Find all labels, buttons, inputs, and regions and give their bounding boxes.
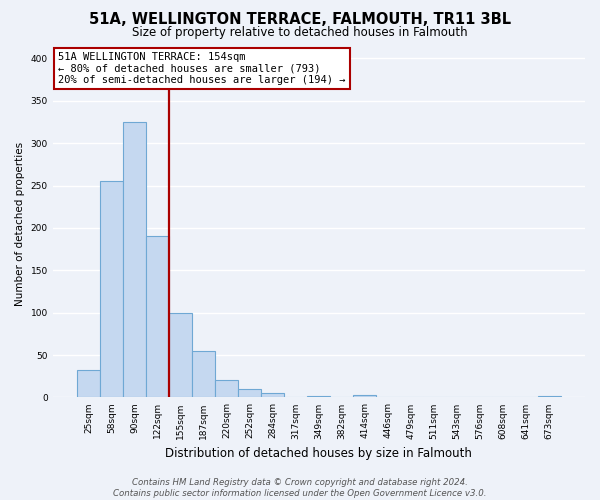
Bar — [353, 395, 376, 398]
Bar — [169, 312, 192, 398]
Y-axis label: Number of detached properties: Number of detached properties — [15, 142, 25, 306]
Bar — [307, 396, 331, 398]
X-axis label: Distribution of detached houses by size in Falmouth: Distribution of detached houses by size … — [166, 447, 472, 460]
Bar — [77, 370, 100, 398]
Bar — [215, 380, 238, 398]
Bar — [146, 236, 169, 398]
Text: 51A, WELLINGTON TERRACE, FALMOUTH, TR11 3BL: 51A, WELLINGTON TERRACE, FALMOUTH, TR11 … — [89, 12, 511, 28]
Bar — [261, 393, 284, 398]
Bar — [192, 351, 215, 398]
Text: Size of property relative to detached houses in Falmouth: Size of property relative to detached ho… — [132, 26, 468, 39]
Text: 51A WELLINGTON TERRACE: 154sqm
← 80% of detached houses are smaller (793)
20% of: 51A WELLINGTON TERRACE: 154sqm ← 80% of … — [58, 52, 346, 85]
Bar — [538, 396, 561, 398]
Bar — [123, 122, 146, 398]
Text: Contains HM Land Registry data © Crown copyright and database right 2024.
Contai: Contains HM Land Registry data © Crown c… — [113, 478, 487, 498]
Bar — [100, 182, 123, 398]
Bar — [238, 389, 261, 398]
